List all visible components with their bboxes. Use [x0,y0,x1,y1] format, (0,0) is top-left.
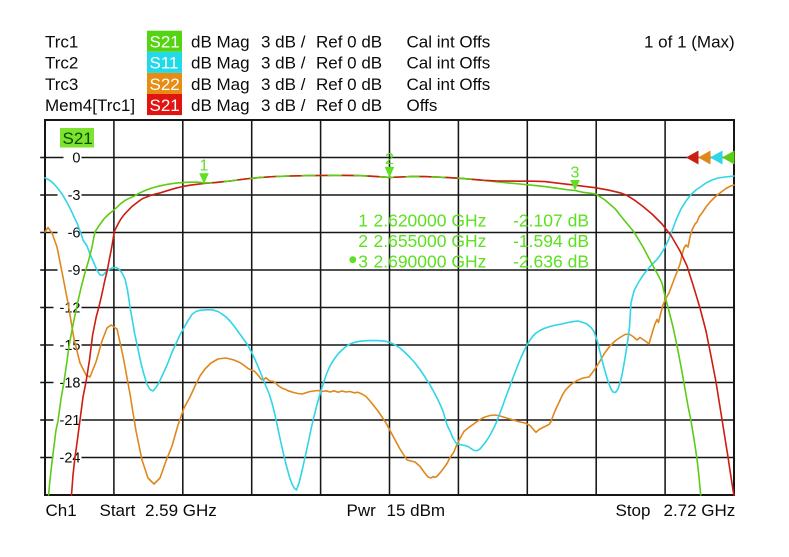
svg-text:-21: -21 [60,413,81,429]
svg-text:Cal int Offs: Cal int Offs [407,75,491,94]
svg-text:15 dBm: 15 dBm [387,501,446,520]
svg-text:Ref 0 dB: Ref 0 dB [316,54,382,73]
svg-text:3 dB /: 3 dB / [261,96,306,115]
svg-text:Trc1: Trc1 [45,33,78,52]
svg-text:3: 3 [358,251,368,271]
svg-text:-24: -24 [60,451,81,467]
svg-text:Cal int Offs: Cal int Offs [407,33,491,52]
svg-text:2.620000 GHz: 2.620000 GHz [374,211,487,231]
svg-text:3 dB /: 3 dB / [261,33,306,52]
svg-text:Trc3: Trc3 [45,75,78,94]
svg-text:Stop: Stop [616,501,651,520]
svg-text:-2.636 dB: -2.636 dB [513,251,589,271]
svg-text:Trc2: Trc2 [45,54,78,73]
svg-text:Pwr: Pwr [347,501,377,520]
svg-text:S21: S21 [150,33,180,52]
svg-text:Ref 0 dB: Ref 0 dB [316,33,382,52]
svg-text:2: 2 [385,151,394,168]
svg-text:Start: Start [100,501,136,520]
svg-text:Cal int Offs: Cal int Offs [407,54,491,73]
svg-text:2.655000 GHz: 2.655000 GHz [374,231,487,251]
svg-text:3 dB /: 3 dB / [261,54,306,73]
svg-text:2: 2 [358,231,368,251]
svg-text:1: 1 [358,211,368,231]
svg-text:Mem4[Trc1]: Mem4[Trc1] [45,96,135,115]
svg-text:2.59 GHz: 2.59 GHz [145,501,217,520]
svg-text:Ch1: Ch1 [46,501,77,520]
svg-text:S21: S21 [63,129,93,148]
svg-text:2.72 GHz: 2.72 GHz [664,501,736,520]
svg-text:-2.107 dB: -2.107 dB [513,211,589,231]
svg-text:-3: -3 [68,188,81,204]
svg-text:0: 0 [72,151,80,167]
svg-text:Offs: Offs [407,96,438,115]
svg-text:Ref 0 dB: Ref 0 dB [316,96,382,115]
svg-text:1 of 1 (Max): 1 of 1 (Max) [644,33,735,52]
svg-text:dB Mag: dB Mag [191,33,250,52]
svg-text:S22: S22 [150,75,180,94]
svg-text:1: 1 [200,158,209,175]
svg-text:dB Mag: dB Mag [191,96,250,115]
svg-text:2.690000 GHz: 2.690000 GHz [374,251,487,271]
svg-text:S21: S21 [150,96,180,115]
svg-text:3 dB /: 3 dB / [261,75,306,94]
svg-text:-6: -6 [68,226,81,242]
svg-text:-9: -9 [68,263,81,279]
svg-text:-1.594 dB: -1.594 dB [513,231,589,251]
svg-text:Ref 0 dB: Ref 0 dB [316,75,382,94]
svg-text:3: 3 [571,164,580,181]
svg-text:S11: S11 [150,54,179,73]
svg-text:dB Mag: dB Mag [191,54,250,73]
svg-text:dB Mag: dB Mag [191,75,250,94]
